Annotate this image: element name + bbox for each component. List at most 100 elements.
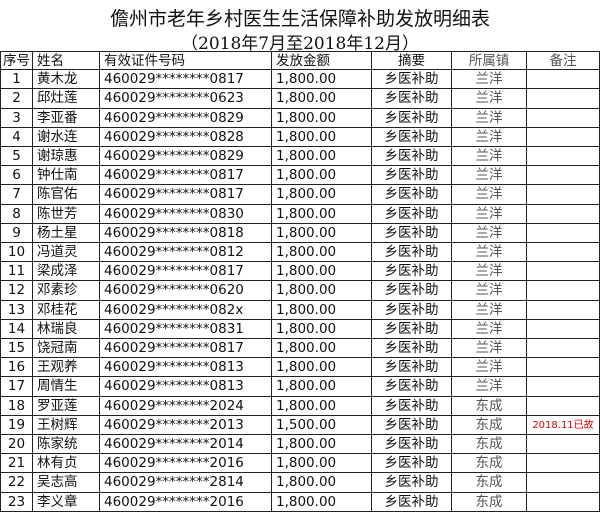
name-cell: 邓素珍 bbox=[33, 281, 100, 301]
no-cell: 19 bbox=[0, 415, 33, 435]
no-cell: 7 bbox=[0, 185, 33, 205]
town-cell: 兰洋 bbox=[452, 300, 527, 320]
amount-cell: 1,800.00 bbox=[272, 70, 372, 90]
subtitle: （2018年7月至2018年12月） bbox=[181, 34, 419, 54]
town-cell: 兰洋 bbox=[452, 339, 527, 359]
name-cell: 罗亚莲 bbox=[33, 396, 100, 416]
no-cell: 21 bbox=[0, 454, 33, 474]
amount-cell: 1,800.00 bbox=[272, 166, 372, 186]
empty-cell bbox=[527, 262, 600, 282]
name-cell: 邓桂花 bbox=[33, 300, 100, 320]
name-cell: 李义章 bbox=[33, 492, 100, 512]
empty-cell bbox=[527, 108, 600, 128]
empty-cell bbox=[527, 396, 600, 416]
no-cell: 12 bbox=[0, 281, 33, 301]
id-cell: 460029********0829 bbox=[100, 147, 272, 167]
summary-cell: 乡医补助 bbox=[372, 300, 452, 320]
amount-cell: 1,500.00 bbox=[272, 415, 372, 435]
town-cell: 兰洋 bbox=[452, 223, 527, 243]
amount-cell: 1,800.00 bbox=[272, 454, 372, 474]
header-cell: 发放金额 bbox=[272, 51, 372, 71]
id-cell: 460029********0813 bbox=[100, 358, 272, 378]
town-cell: 兰洋 bbox=[452, 243, 527, 263]
summary-cell: 乡医补助 bbox=[372, 319, 452, 339]
no-cell: 16 bbox=[0, 358, 33, 378]
no-cell: 3 bbox=[0, 108, 33, 128]
name-cell: 邱灶莲 bbox=[33, 89, 100, 109]
empty-cell bbox=[527, 492, 600, 512]
no-cell: 14 bbox=[0, 319, 33, 339]
town-cell: 兰洋 bbox=[452, 204, 527, 224]
no-cell: 4 bbox=[0, 127, 33, 147]
empty-cell bbox=[527, 435, 600, 455]
no-cell: 9 bbox=[0, 223, 33, 243]
empty-cell bbox=[527, 185, 600, 205]
empty-cell bbox=[527, 147, 600, 167]
id-cell: 460029********2016 bbox=[100, 454, 272, 474]
name-cell: 王观养 bbox=[33, 358, 100, 378]
amount-cell: 1,800.00 bbox=[272, 281, 372, 301]
id-cell: 460029********0623 bbox=[100, 89, 272, 109]
town-cell: 兰洋 bbox=[452, 108, 527, 128]
empty-cell bbox=[527, 454, 600, 474]
summary-cell: 乡医补助 bbox=[372, 185, 452, 205]
empty-cell bbox=[527, 319, 600, 339]
no-cell: 5 bbox=[0, 147, 33, 167]
amount-cell: 1,800.00 bbox=[272, 358, 372, 378]
empty-cell bbox=[527, 358, 600, 378]
empty-cell bbox=[527, 473, 600, 493]
empty-cell bbox=[527, 339, 600, 359]
id-cell: 460029********0818 bbox=[100, 223, 272, 243]
id-cell: 460029********0620 bbox=[100, 281, 272, 301]
header-cell: 摘要 bbox=[372, 51, 452, 71]
id-cell: 460029********0817 bbox=[100, 339, 272, 359]
town-cell: 兰洋 bbox=[452, 127, 527, 147]
amount-cell: 1,800.00 bbox=[272, 377, 372, 397]
town-cell: 兰洋 bbox=[452, 358, 527, 378]
id-cell: 460029********0829 bbox=[100, 108, 272, 128]
summary-cell: 乡医补助 bbox=[372, 281, 452, 301]
id-cell: 460029********0828 bbox=[100, 127, 272, 147]
town-cell: 兰洋 bbox=[452, 147, 527, 167]
id-cell: 460029********2016 bbox=[100, 492, 272, 512]
id-cell: 460029********0817 bbox=[100, 166, 272, 186]
empty-cell bbox=[527, 70, 600, 90]
summary-cell: 乡医补助 bbox=[372, 377, 452, 397]
name-cell: 黄木龙 bbox=[33, 70, 100, 90]
amount-cell: 1,800.00 bbox=[272, 396, 372, 416]
amount-cell: 1,800.00 bbox=[272, 147, 372, 167]
town-cell: 兰洋 bbox=[452, 262, 527, 282]
summary-cell: 乡医补助 bbox=[372, 492, 452, 512]
empty-cell bbox=[527, 89, 600, 109]
summary-cell: 乡医补助 bbox=[372, 358, 452, 378]
id-cell: 460029********0812 bbox=[100, 243, 272, 263]
id-cell: 460029********0817 bbox=[100, 185, 272, 205]
town-cell: 兰洋 bbox=[452, 377, 527, 397]
name-cell: 谢水连 bbox=[33, 127, 100, 147]
name-cell: 杨土星 bbox=[33, 223, 100, 243]
empty-cell bbox=[527, 377, 600, 397]
name-cell: 冯道灵 bbox=[33, 243, 100, 263]
amount-cell: 1,800.00 bbox=[272, 339, 372, 359]
empty-cell bbox=[527, 166, 600, 186]
header-cell: 姓名 bbox=[33, 51, 100, 71]
town-cell: 兰洋 bbox=[452, 70, 527, 90]
id-cell: 460029********2013 bbox=[100, 415, 272, 435]
name-cell: 梁成泽 bbox=[33, 262, 100, 282]
no-cell: 22 bbox=[0, 473, 33, 493]
amount-cell: 1,800.00 bbox=[272, 185, 372, 205]
summary-cell: 乡医补助 bbox=[372, 70, 452, 90]
summary-cell: 乡医补助 bbox=[372, 147, 452, 167]
amount-cell: 1,800.00 bbox=[272, 435, 372, 455]
no-cell: 8 bbox=[0, 204, 33, 224]
amount-cell: 1,800.00 bbox=[272, 319, 372, 339]
empty-cell bbox=[527, 300, 600, 320]
no-cell: 13 bbox=[0, 300, 33, 320]
id-cell: 460029********0817 bbox=[100, 262, 272, 282]
summary-cell: 乡医补助 bbox=[372, 415, 452, 435]
name-cell: 陈官佑 bbox=[33, 185, 100, 205]
town-cell: 兰洋 bbox=[452, 89, 527, 109]
id-cell: 460029********082x bbox=[100, 300, 272, 320]
id-cell: 460029********2014 bbox=[100, 435, 272, 455]
summary-cell: 乡医补助 bbox=[372, 108, 452, 128]
